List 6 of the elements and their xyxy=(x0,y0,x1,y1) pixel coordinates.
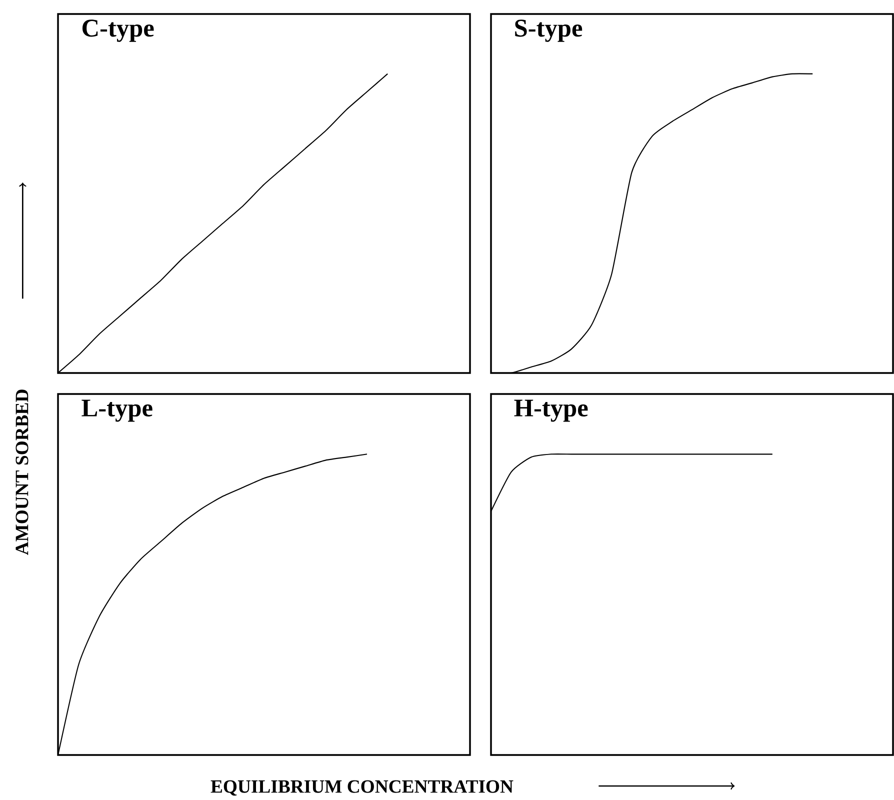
chart-title: L-type xyxy=(82,400,152,422)
y-axis-title: AMOUNT SORBED xyxy=(16,390,28,556)
chart-title: H-type xyxy=(514,400,588,422)
x-axis-title: EQUILIBRIUM CONCENTRATION xyxy=(210,780,514,796)
chart-title: C-type xyxy=(82,20,154,42)
chart-title: S-type xyxy=(515,20,582,42)
